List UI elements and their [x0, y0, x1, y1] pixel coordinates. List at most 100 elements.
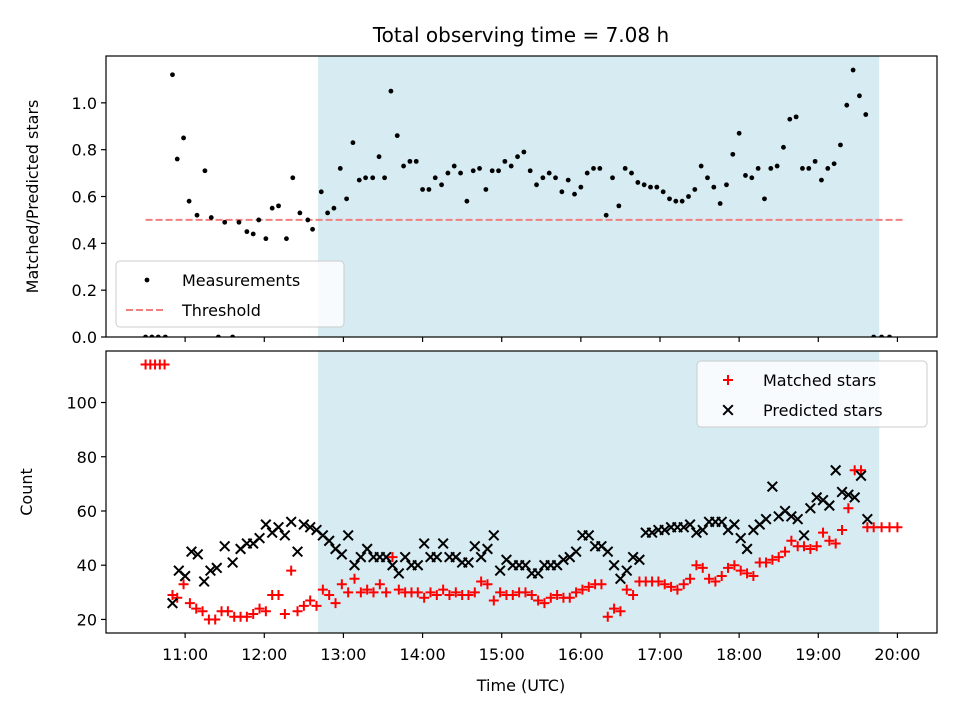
data-point — [178, 579, 189, 590]
data-point — [825, 166, 831, 171]
data-point — [380, 551, 392, 563]
data-point — [279, 609, 290, 620]
data-point — [533, 595, 544, 606]
data-point — [749, 175, 755, 181]
data-point — [766, 481, 778, 493]
data-point — [323, 535, 335, 547]
data-point — [450, 587, 461, 598]
data-point — [577, 584, 588, 595]
data-point — [583, 529, 595, 541]
data-point — [785, 510, 797, 522]
data-point — [292, 546, 304, 558]
y-axis-label: Matched/Predicted stars — [23, 100, 42, 294]
data-point — [254, 532, 266, 544]
data-point — [892, 522, 903, 533]
x-tick-label: 14:00 — [400, 645, 446, 664]
data-point — [609, 603, 620, 614]
data-point — [336, 579, 347, 590]
data-point — [438, 584, 449, 595]
data-point — [310, 226, 315, 232]
data-point — [831, 161, 837, 167]
data-point — [279, 529, 291, 541]
data-point — [787, 116, 793, 122]
data-point — [666, 581, 677, 592]
x-tick-label: 12:00 — [241, 645, 287, 664]
data-point — [798, 529, 810, 541]
data-point — [425, 587, 436, 598]
data-point — [698, 163, 704, 169]
data-point — [305, 217, 311, 223]
data-point — [850, 67, 856, 73]
data-point — [792, 513, 804, 525]
observing-window-band — [318, 56, 880, 337]
data-point — [172, 592, 183, 603]
data-point — [330, 598, 341, 609]
data-point — [241, 611, 252, 622]
legend-box — [696, 360, 928, 428]
plot-area — [143, 67, 906, 337]
data-point — [432, 175, 438, 181]
data-point — [805, 543, 816, 554]
data-point — [672, 584, 683, 595]
data-point — [521, 149, 527, 155]
data-point — [286, 565, 297, 576]
y-tick-label: 100 — [66, 394, 97, 413]
data-point — [539, 598, 550, 609]
data-point — [705, 175, 710, 181]
data-point — [481, 543, 493, 555]
data-point — [823, 500, 835, 512]
data-point — [615, 606, 626, 617]
data-point — [621, 584, 632, 595]
data-point — [194, 212, 200, 218]
y-tick-label: 80 — [77, 448, 97, 467]
data-point — [482, 579, 493, 590]
data-point — [800, 166, 805, 171]
data-point — [211, 562, 223, 574]
x-tick-label: 18:00 — [716, 645, 762, 664]
data-point — [710, 576, 721, 587]
y-tick-label: 60 — [77, 502, 97, 521]
data-point — [502, 158, 508, 164]
data-point — [697, 524, 709, 536]
data-point — [355, 551, 367, 563]
data-point — [185, 546, 197, 558]
data-point — [838, 142, 843, 148]
data-point — [451, 163, 457, 169]
data-point — [219, 540, 231, 552]
data-point — [269, 205, 275, 211]
data-point — [610, 175, 615, 181]
data-point — [519, 559, 531, 571]
data-point — [204, 565, 216, 577]
data-point — [222, 219, 228, 225]
data-point — [818, 527, 829, 538]
data-point — [166, 597, 178, 609]
data-point — [437, 538, 449, 550]
data-point — [534, 182, 539, 188]
data-point — [767, 554, 778, 565]
data-point — [811, 491, 823, 503]
chart-title: Total observing time = 7.08 h — [372, 23, 669, 47]
data-point — [458, 170, 463, 176]
data-point — [602, 546, 614, 558]
data-point — [285, 516, 297, 528]
data-point — [412, 559, 424, 571]
data-point — [260, 519, 272, 531]
data-point — [387, 552, 398, 563]
x-axis-label: Time (UTC) — [476, 676, 565, 695]
data-point — [393, 567, 405, 579]
data-point — [768, 166, 774, 171]
data-point — [629, 170, 634, 176]
data-point — [837, 524, 848, 535]
data-point — [616, 203, 622, 209]
y-tick-label: 0.0 — [72, 328, 97, 347]
data-point — [202, 168, 208, 174]
data-point — [654, 184, 660, 190]
data-point — [736, 130, 742, 136]
data-point — [290, 175, 296, 181]
data-point — [393, 584, 404, 595]
legend-marker — [723, 375, 733, 385]
data-point — [812, 158, 818, 164]
data-point — [646, 527, 658, 539]
data-point — [170, 72, 175, 78]
data-point — [356, 177, 362, 183]
